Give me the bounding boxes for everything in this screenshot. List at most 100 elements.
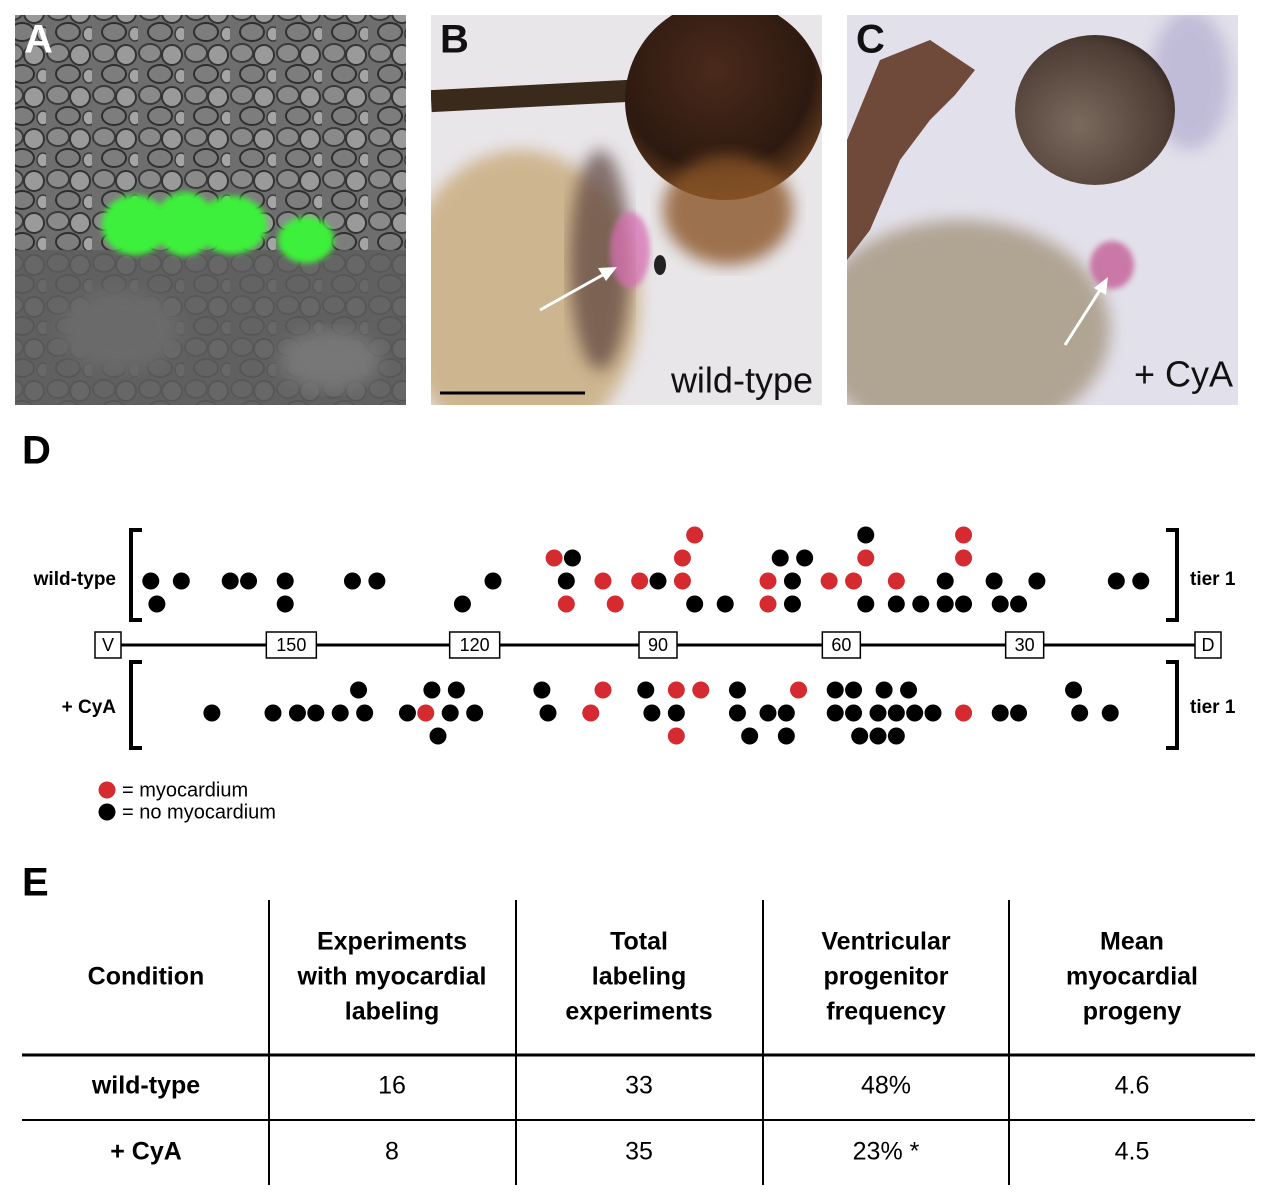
dot (368, 572, 386, 590)
dot (887, 595, 905, 613)
row-label: wild-type (33, 569, 116, 590)
dot (845, 704, 863, 722)
dot (264, 704, 282, 722)
panel-label: C (856, 18, 885, 62)
header-cell: with myocardial (297, 963, 487, 991)
dot (594, 681, 612, 699)
header-cell: labeling (345, 998, 439, 1026)
dot (673, 549, 691, 567)
dot (331, 704, 349, 722)
dot (845, 681, 863, 699)
dot (728, 704, 746, 722)
dot (466, 704, 484, 722)
bracket (129, 660, 142, 750)
tick-label: 150 (276, 635, 306, 655)
dot (887, 704, 905, 722)
tick-box (448, 631, 501, 659)
tick-box (265, 631, 318, 659)
dot (142, 572, 160, 590)
tier-label: tier 1 (1190, 697, 1236, 718)
dot (851, 727, 869, 745)
dot (1028, 572, 1046, 590)
dot (777, 704, 795, 722)
dot (900, 681, 918, 699)
cell: 4.5 (1115, 1138, 1150, 1166)
dot (759, 572, 777, 590)
panel-c-image (847, 15, 1238, 405)
dot (667, 681, 685, 699)
table: Condition Experiments with myocardial label… (22, 900, 1255, 1185)
dot (887, 572, 905, 590)
panel-a-image (15, 15, 406, 405)
dot (631, 572, 649, 590)
cell: 8 (385, 1138, 399, 1166)
header-cell: myocardial (1066, 963, 1198, 991)
header-cell: experiments (565, 998, 712, 1026)
dot (1107, 572, 1125, 590)
dot (845, 572, 863, 590)
dot (221, 572, 239, 590)
dot (924, 704, 942, 722)
dot (783, 595, 801, 613)
cell: 4.6 (1115, 1072, 1150, 1100)
dot (453, 595, 471, 613)
dot (783, 572, 801, 590)
dot (582, 704, 600, 722)
dot (240, 572, 258, 590)
header-cell: Mean (1100, 928, 1164, 956)
dot (869, 727, 887, 745)
row-header-cell: wild-type (91, 1072, 200, 1100)
dot (172, 572, 190, 590)
dot (533, 681, 551, 699)
dot (1101, 704, 1119, 722)
dot (539, 704, 557, 722)
header-cell: progenitor (824, 963, 949, 991)
dot (796, 549, 814, 567)
dot (356, 704, 374, 722)
tick-box (638, 631, 678, 659)
panel-b-image (431, 15, 822, 405)
dot (777, 727, 795, 745)
header-cell: Condition (88, 963, 205, 991)
dot (826, 704, 844, 722)
dot (563, 549, 581, 567)
dot (276, 595, 294, 613)
dot (857, 595, 875, 613)
dot (484, 572, 502, 590)
dot (606, 595, 624, 613)
dot (759, 704, 777, 722)
header-cell: progeny (1083, 998, 1182, 1026)
dot (991, 595, 1009, 613)
dot (936, 595, 954, 613)
dot (759, 595, 777, 613)
cell: 33 (625, 1072, 653, 1100)
header-cell: labeling (592, 963, 686, 991)
dot (857, 549, 875, 567)
dot (790, 681, 808, 699)
cell: 16 (378, 1072, 406, 1100)
dot (649, 572, 667, 590)
dot (875, 681, 893, 699)
dot (1065, 681, 1083, 699)
dot (857, 526, 875, 544)
dot (557, 572, 575, 590)
dot (667, 704, 685, 722)
dot (307, 704, 325, 722)
legend-dot (98, 781, 116, 799)
dot (771, 549, 789, 567)
tick-label: D (1202, 635, 1215, 655)
dot (906, 704, 924, 722)
panel-label: E (22, 861, 49, 905)
tick-box (1004, 631, 1045, 659)
dot (398, 704, 416, 722)
dot (985, 572, 1003, 590)
row-header-cell: + CyA (110, 1138, 182, 1166)
dot (429, 727, 447, 745)
tick-box (1194, 631, 1222, 659)
panel-caption: + CyA (1134, 354, 1233, 395)
dot (716, 595, 734, 613)
panel-label: A (24, 18, 53, 62)
dot (1010, 704, 1028, 722)
